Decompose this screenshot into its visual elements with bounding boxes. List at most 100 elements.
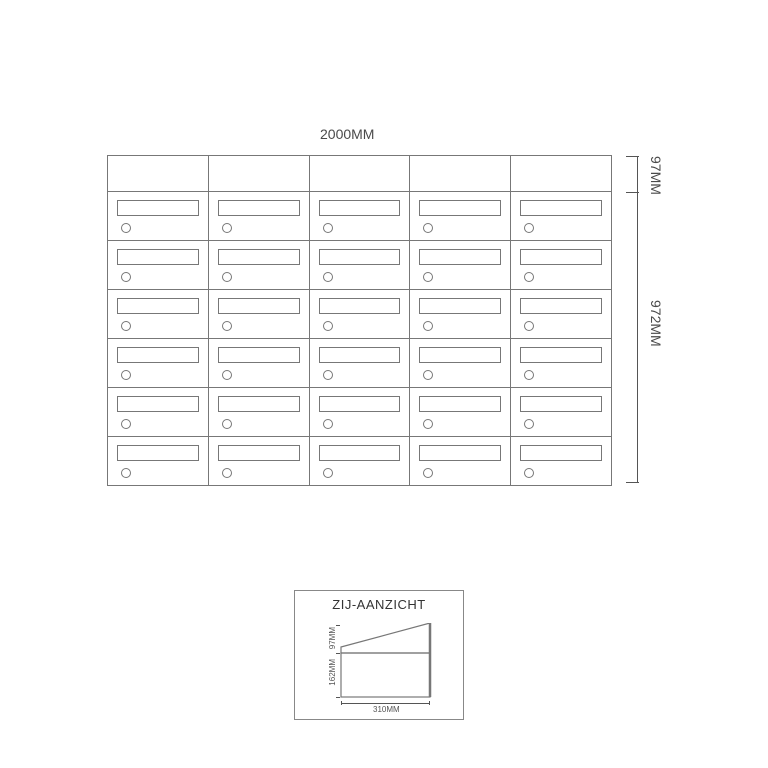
mailbox-cell — [511, 290, 611, 338]
dim-line-horiz — [341, 703, 430, 704]
mailbox-cell — [209, 388, 310, 436]
mail-slot — [520, 298, 602, 314]
keyhole-icon — [423, 272, 433, 282]
mail-slot — [419, 347, 501, 363]
mail-slot — [117, 445, 199, 461]
keyhole-icon — [222, 272, 232, 282]
mail-slot — [419, 445, 501, 461]
keyhole-icon — [524, 321, 534, 331]
keyhole-icon — [121, 370, 131, 380]
mailbox-cell — [209, 437, 310, 485]
mail-slot — [117, 298, 199, 314]
keyhole-icon — [121, 223, 131, 233]
side-body-height-label: 162MM — [328, 659, 337, 686]
header-cell — [209, 156, 310, 191]
keyhole-icon — [524, 468, 534, 478]
mailbox-cell — [310, 388, 411, 436]
mailbox-row — [107, 241, 612, 290]
body-height-label: 972MM — [648, 300, 664, 347]
keyhole-icon — [222, 468, 232, 478]
mail-slot — [419, 298, 501, 314]
mailbox-cell — [310, 437, 411, 485]
mailbox-cell — [310, 241, 411, 289]
keyhole-icon — [323, 272, 333, 282]
mail-slot — [117, 396, 199, 412]
mailbox-cell — [511, 241, 611, 289]
mailbox-row — [107, 437, 612, 486]
keyhole-icon — [121, 321, 131, 331]
mail-slot — [218, 347, 300, 363]
mailbox-cell — [410, 290, 511, 338]
mailbox-row — [107, 388, 612, 437]
keyhole-icon — [423, 223, 433, 233]
dim-tick — [626, 482, 639, 483]
mail-slot — [218, 445, 300, 461]
side-view-title: ZIJ-AANZICHT — [295, 597, 463, 612]
mail-slot — [319, 249, 401, 265]
mailbox-cell — [310, 290, 411, 338]
header-row — [107, 155, 612, 192]
mail-slot — [117, 249, 199, 265]
mailbox-cell — [209, 241, 310, 289]
mail-slot — [319, 298, 401, 314]
mailbox-cell — [108, 388, 209, 436]
mail-slot — [319, 200, 401, 216]
header-cell — [511, 156, 611, 191]
mailbox-cell — [410, 192, 511, 240]
keyhole-icon — [222, 370, 232, 380]
keyhole-icon — [121, 419, 131, 429]
mailbox-cell — [310, 192, 411, 240]
side-depth-label: 310MM — [373, 705, 400, 714]
keyhole-icon — [524, 370, 534, 380]
mailbox-cell — [310, 339, 411, 387]
header-cell — [108, 156, 209, 191]
keyhole-icon — [222, 419, 232, 429]
keyhole-icon — [524, 272, 534, 282]
dim-tick — [336, 653, 340, 654]
mail-slot — [319, 445, 401, 461]
mailbox-cell — [410, 437, 511, 485]
mailbox-cell — [410, 241, 511, 289]
keyhole-icon — [423, 370, 433, 380]
header-cell — [410, 156, 511, 191]
mailbox-cell — [511, 192, 611, 240]
dim-tick — [336, 697, 340, 698]
mailbox-cell — [511, 437, 611, 485]
mail-slot — [520, 396, 602, 412]
mailbox-cell — [108, 339, 209, 387]
dim-line-vert — [637, 192, 638, 482]
mailbox-row — [107, 192, 612, 241]
keyhole-icon — [121, 272, 131, 282]
mailbox-cell — [209, 290, 310, 338]
keyhole-icon — [524, 223, 534, 233]
mailbox-cell — [108, 437, 209, 485]
dim-tick — [336, 625, 340, 626]
mail-slot — [218, 396, 300, 412]
mailbox-cell — [511, 339, 611, 387]
header-height-label: 97MM — [648, 156, 664, 195]
mailbox-cell — [410, 339, 511, 387]
keyhole-icon — [423, 468, 433, 478]
keyhole-icon — [524, 419, 534, 429]
mailbox-cell — [511, 388, 611, 436]
mail-slot — [218, 249, 300, 265]
mailbox-row — [107, 339, 612, 388]
dim-line-vert — [637, 156, 638, 192]
mailbox-cell — [108, 241, 209, 289]
keyhole-icon — [222, 223, 232, 233]
mail-slot — [520, 200, 602, 216]
keyhole-icon — [323, 419, 333, 429]
mail-slot — [419, 396, 501, 412]
mail-slot — [419, 249, 501, 265]
side-view-shape — [340, 623, 436, 705]
keyhole-icon — [323, 223, 333, 233]
total-width-label: 2000MM — [320, 126, 374, 142]
mailbox-cell — [108, 192, 209, 240]
mail-slot — [218, 298, 300, 314]
keyhole-icon — [323, 468, 333, 478]
mailbox-cell — [108, 290, 209, 338]
mailbox-cell — [410, 388, 511, 436]
mailbox-cell — [209, 192, 310, 240]
mail-slot — [319, 347, 401, 363]
technical-drawing: 2000MM 97MM 972MM ZIJ-AANZICHT 97MM 162M… — [0, 0, 768, 768]
